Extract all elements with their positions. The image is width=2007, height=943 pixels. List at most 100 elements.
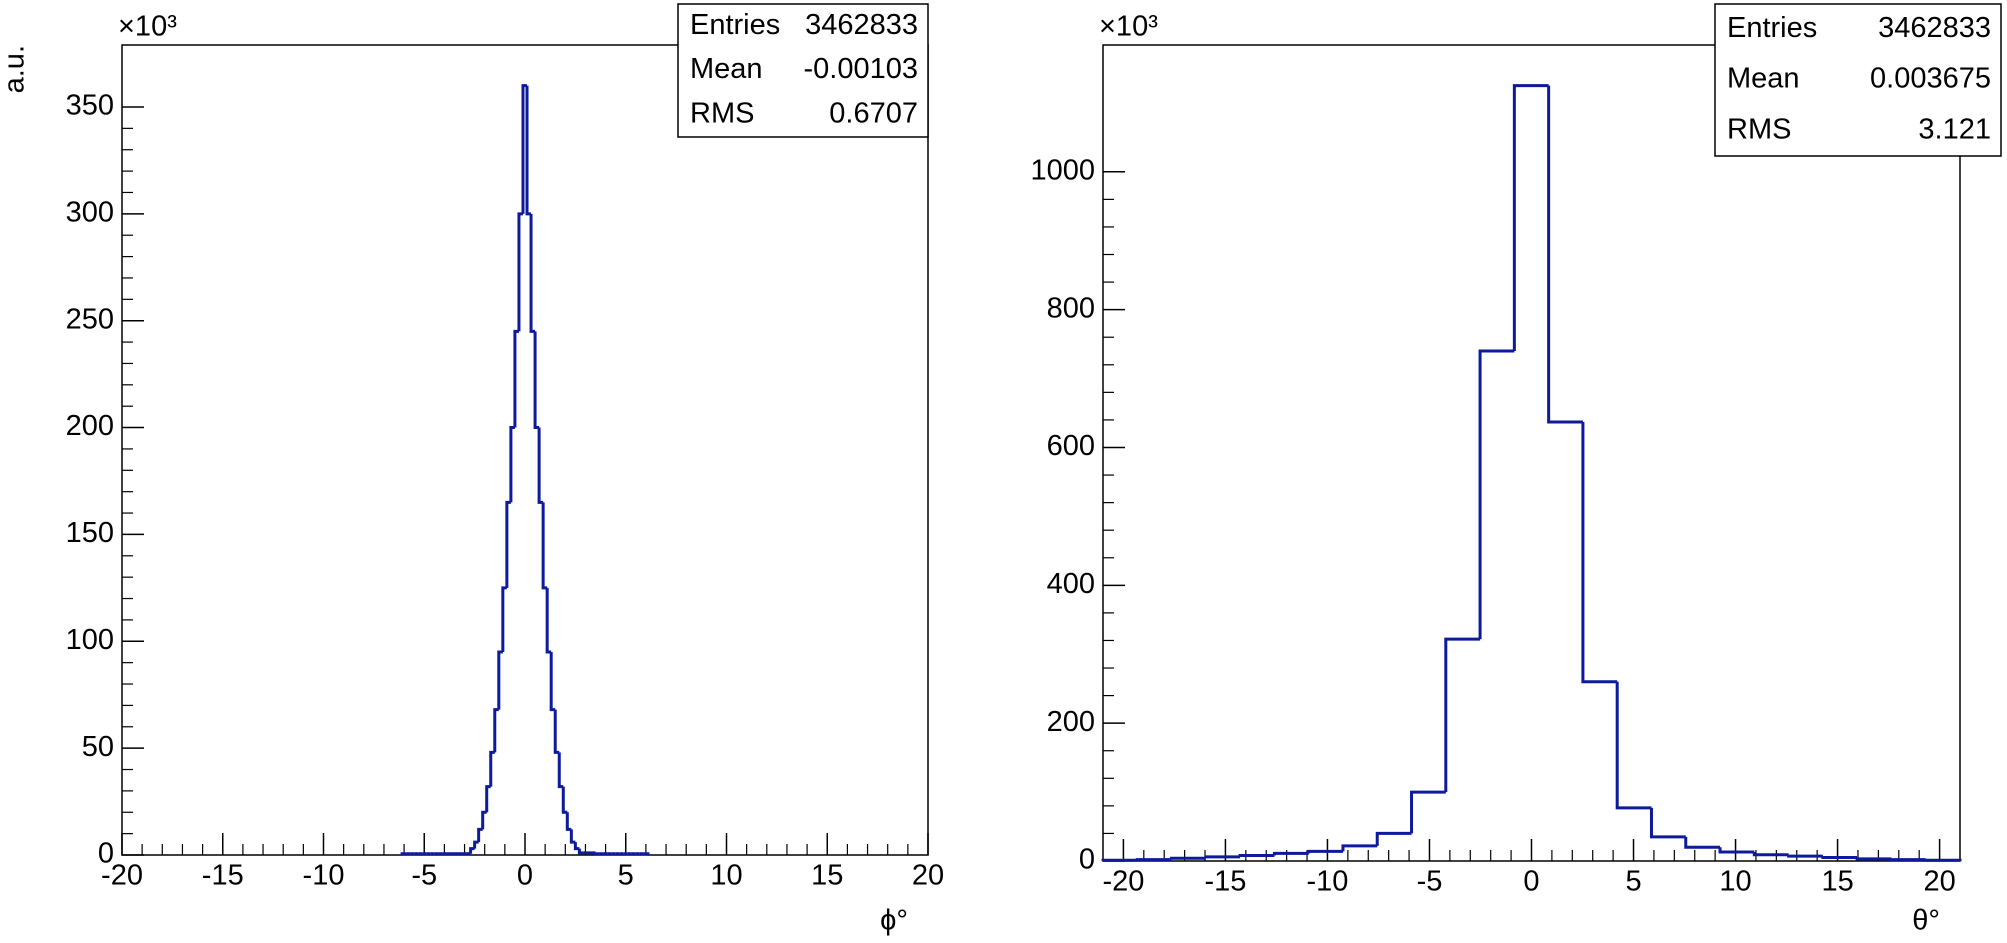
x-tick-label: -10 [303,860,345,892]
histogram-bin [594,852,600,856]
histogram-bin [485,785,491,813]
stats-label: Entries [1727,12,1817,44]
x-tick-label: -5 [411,860,437,892]
histogram-bin [643,852,650,856]
histogram-bin [573,842,580,851]
histogram-bin [1204,855,1241,859]
histogram-bin [1581,421,1618,684]
x-tick-label: 10 [710,860,742,892]
histogram-bin [501,586,507,652]
stats-value: 3462833 [805,9,918,41]
histogram-bin [400,852,407,856]
histogram-bin [505,500,511,588]
y-tick-label: 100 [66,624,114,656]
histogram-bin [517,212,523,332]
histogram-bin [549,651,556,712]
x-tick-label: 15 [1821,866,1853,898]
x-tick-label: 10 [1719,866,1751,898]
histogram-bin [1170,856,1206,860]
histogram-bin [1375,831,1412,846]
stats-value: -0.00103 [804,53,919,85]
y-tick-label: 200 [66,410,114,442]
y-tick-label: 350 [66,90,114,122]
histogram-bin [577,848,584,855]
y-scale-label: ×10³ [118,11,177,43]
histogram-bin [1307,849,1343,854]
x-tick-label: -20 [101,860,143,892]
x-tick-label: 0 [1523,866,1539,898]
histogram-bin [1718,847,1755,854]
histogram-bin [1410,790,1446,834]
stats-label: RMS [1727,113,1791,145]
stats-value: 0.6707 [829,97,918,129]
histogram-bin [1238,853,1275,857]
histogram-bin [1547,85,1583,424]
x-tick-label: -15 [202,860,244,892]
histogram-bin [1924,858,1962,862]
histogram-bin [1615,681,1652,810]
histogram-bin [489,750,495,787]
histogram-bin [1512,84,1549,351]
x-tick-label: -5 [1417,866,1443,898]
x-tick-label: 5 [1625,866,1641,898]
plot-frame [1102,44,1961,862]
y-tick-label: 250 [66,303,114,335]
stats-label: RMS [690,97,754,129]
stats-value: 0.003675 [1870,63,1991,95]
histogram-bin [1272,851,1309,856]
histogram-bin [513,329,519,428]
histogram-bin [565,812,572,831]
x-tick-label: 5 [618,860,634,892]
histogram-bin [1649,807,1686,839]
histogram-bin [493,708,499,753]
histogram-bin [561,786,568,814]
histogram-bin [533,331,540,430]
x-tick-label: 20 [1923,866,1955,898]
stats-box [677,3,929,138]
y-scale-label: ×10³ [1099,11,1158,43]
histogram-bin [1855,857,1892,861]
y-tick-label: 300 [66,196,114,228]
histogram-bin [481,810,487,830]
x-axis-label: ϕ° [880,905,908,937]
x-tick-label: 0 [517,860,533,892]
y-axis-label: a.u. [0,45,31,93]
plot-frame [121,44,929,856]
histogram-bin [569,829,576,844]
x-axis-label: θ° [1912,905,1940,937]
x-tick-label: -20 [1102,866,1144,898]
histogram-bin [541,502,548,590]
x-tick-label: -10 [1306,866,1348,898]
histogram-bin [1444,637,1481,793]
stats-value: 3.121 [1918,113,1991,145]
y-tick-label: 400 [1047,568,1095,600]
histogram-bin [469,847,475,854]
y-tick-label: 0 [98,838,114,870]
stats-label: Entries [690,9,780,41]
y-tick-label: 0 [1079,844,1095,876]
histogram-bin [1101,858,1138,862]
histogram-bin [1889,858,1926,862]
histogram-bin [497,650,503,710]
histogram-bin [1821,856,1858,860]
histogram-bin [1135,858,1172,862]
histogram-bin [537,427,544,504]
histogram-bin [1478,349,1515,640]
histogram-bin [525,85,532,216]
x-tick-label: 15 [811,860,843,892]
y-tick-label: 1000 [1030,154,1095,186]
stats-value: 3462833 [1878,12,1991,44]
y-tick-label: 150 [66,517,114,549]
histogram-bin [1684,836,1721,849]
y-tick-label: 600 [1047,430,1095,462]
histogram-bin [1787,854,1823,858]
stats-label: Mean [690,53,763,85]
histogram-bin [553,709,560,754]
y-tick-label: 50 [82,731,114,763]
y-tick-label: 800 [1047,292,1095,324]
stats-label: Mean [1727,63,1800,95]
histogram-bin [557,752,564,789]
histogram-bin [529,213,536,333]
histogram-bin [473,840,479,849]
